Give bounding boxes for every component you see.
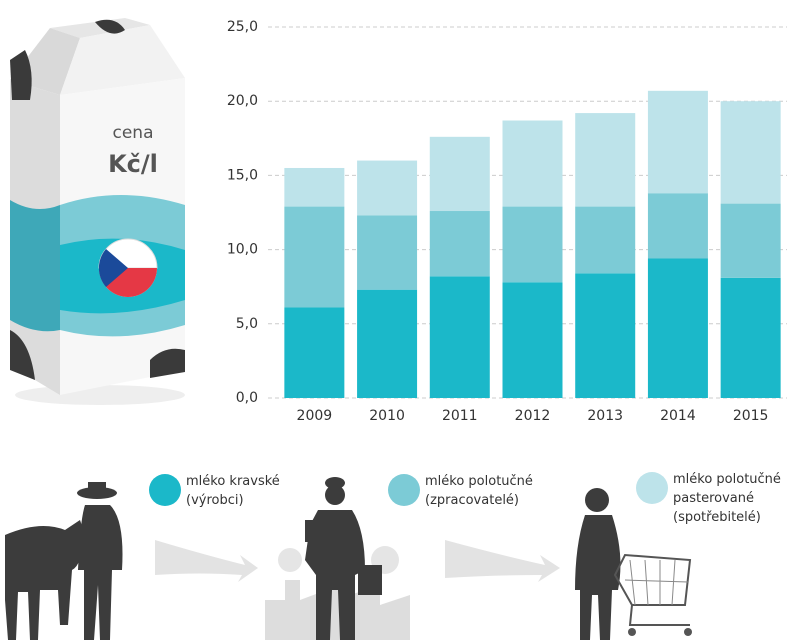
y-tick-label: 15,0 bbox=[227, 167, 258, 183]
legend-name: mléko kravské bbox=[186, 474, 280, 489]
bar-segment bbox=[502, 282, 563, 398]
y-tick-label: 0,0 bbox=[236, 390, 258, 406]
farmer-icon bbox=[5, 482, 123, 640]
bar-segment bbox=[720, 101, 781, 204]
bar-segment bbox=[429, 136, 490, 212]
y-tick-label: 10,0 bbox=[227, 242, 258, 258]
legend-name: mléko polotučné bbox=[425, 474, 533, 489]
legend-swatch bbox=[149, 474, 181, 506]
shopper-icon bbox=[575, 488, 692, 640]
legend-role: (spotřebitelé) bbox=[673, 510, 761, 525]
y-tick-label: 20,0 bbox=[227, 93, 258, 109]
legend-swatch bbox=[636, 472, 668, 504]
legend-role: (výrobci) bbox=[186, 493, 244, 508]
x-tick-label: 2010 bbox=[369, 408, 405, 424]
bar-segment bbox=[575, 113, 636, 207]
bar-segment bbox=[284, 167, 345, 207]
bar-segment bbox=[647, 258, 708, 398]
unit-top: cena bbox=[113, 123, 154, 143]
y-tick-label: 5,0 bbox=[236, 316, 258, 332]
unit: Kč/l bbox=[108, 150, 158, 178]
y-tick-label: 25,0 bbox=[227, 19, 258, 35]
legend-entry: mléko kravské (výrobci) bbox=[186, 472, 306, 510]
bar-segment bbox=[357, 289, 418, 398]
bar-segment bbox=[575, 273, 636, 398]
bar-segment bbox=[429, 211, 490, 277]
legend-entry: mléko polotučné pasterované (spotřebitelé… bbox=[673, 470, 783, 527]
legend-entry: mléko polotučné (zpracovatelé) bbox=[425, 472, 545, 510]
bar-segment bbox=[720, 203, 781, 278]
bar-segment bbox=[647, 193, 708, 259]
bar-segment bbox=[284, 307, 345, 398]
legend-name: mléko polotučné pasterované bbox=[673, 472, 781, 506]
x-tick-label: 2015 bbox=[733, 408, 769, 424]
bar-segment bbox=[284, 206, 345, 308]
x-tick-label: 2012 bbox=[515, 408, 551, 424]
bar-segment bbox=[502, 206, 563, 283]
bar-segment bbox=[357, 215, 418, 290]
bar-segment bbox=[575, 206, 636, 274]
legend-swatch bbox=[388, 474, 420, 506]
worker-icon bbox=[265, 477, 410, 640]
milk-carton: cena Kč/l bbox=[10, 18, 185, 405]
x-tick-label: 2013 bbox=[587, 408, 623, 424]
x-tick-label: 2011 bbox=[442, 408, 478, 424]
bar-segment bbox=[720, 277, 781, 398]
bar-segment bbox=[429, 276, 490, 398]
bar-segment bbox=[647, 90, 708, 194]
bar-segment bbox=[357, 160, 418, 216]
bar-segment bbox=[502, 120, 563, 207]
x-tick-label: 2009 bbox=[297, 408, 333, 424]
legend-role: (zpracovatelé) bbox=[425, 493, 519, 508]
x-tick-label: 2014 bbox=[660, 408, 696, 424]
